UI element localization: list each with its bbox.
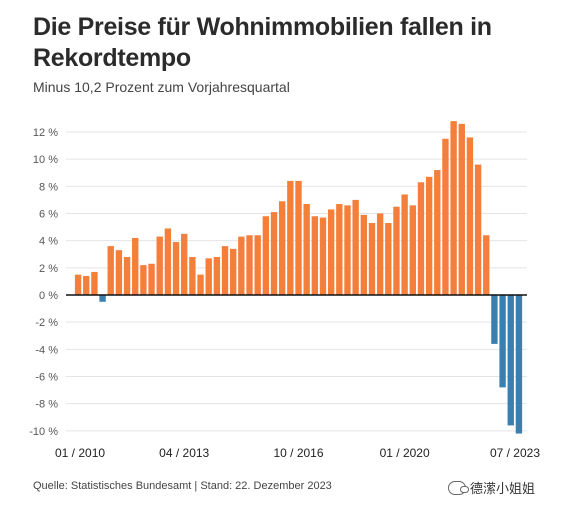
bar <box>197 274 204 296</box>
bar <box>140 265 147 295</box>
chart-title: Die Preise für Wohnimmobilien fallen in … <box>33 13 492 72</box>
bar <box>360 214 367 295</box>
bar <box>401 194 408 295</box>
bar <box>344 205 351 295</box>
bar <box>507 295 514 426</box>
bar <box>311 216 319 295</box>
bar <box>189 256 196 295</box>
bar <box>499 295 506 388</box>
bar <box>434 170 441 295</box>
bar <box>385 223 392 295</box>
bars <box>66 121 527 434</box>
bar <box>278 201 286 295</box>
bar <box>458 123 465 295</box>
y-tick-label: 8 % <box>39 181 58 193</box>
bar <box>287 180 294 295</box>
bar <box>483 235 490 295</box>
bar <box>270 212 278 295</box>
bar <box>425 176 433 295</box>
watermark-text: 德潆小姐姐 <box>470 481 536 496</box>
bar <box>123 256 131 295</box>
bar <box>181 233 188 296</box>
bar <box>83 275 90 295</box>
wechat-icon <box>448 480 469 495</box>
source-note: Quelle: Statistisches Bundesamt | Stand:… <box>33 480 332 492</box>
bar <box>238 236 245 295</box>
bar <box>107 246 114 295</box>
bar <box>164 228 172 295</box>
bar <box>91 271 98 295</box>
bar <box>336 203 343 295</box>
bar <box>205 258 212 295</box>
bar <box>132 237 139 295</box>
bar <box>515 295 523 434</box>
y-tick-label: -4 % <box>35 344 58 356</box>
bar <box>246 235 253 295</box>
y-tick-label: 10 % <box>33 154 58 166</box>
bar <box>303 203 310 295</box>
x-tick-label: 10 / 2016 <box>273 446 323 460</box>
bar <box>368 223 376 295</box>
bar <box>230 248 237 295</box>
bar <box>327 209 335 296</box>
x-tick-label: 04 / 2013 <box>159 446 209 460</box>
x-tick-label: 01 / 2010 <box>55 446 105 460</box>
bar <box>262 216 270 295</box>
y-tick-label: -10 % <box>29 426 58 438</box>
bar <box>409 205 416 295</box>
bar <box>474 164 482 295</box>
x-tick-label: 01 / 2020 <box>380 446 430 460</box>
bar <box>156 236 163 295</box>
chart-subtitle: Minus 10,2 Prozent zum Vorjahresquartal <box>33 79 290 95</box>
bar <box>352 199 359 295</box>
bar <box>466 137 474 295</box>
y-tick-label: 12 % <box>33 127 58 139</box>
x-axis-labels: 01 / 2010 04 / 2013 10 / 2016 01 / 2020 07 /… <box>55 446 540 460</box>
y-tick-label: -6 % <box>35 372 58 384</box>
y-tick-label: -8 % <box>35 399 58 411</box>
bar <box>254 235 261 295</box>
bar <box>442 138 449 295</box>
y-tick-label: 4 % <box>39 236 58 248</box>
bar <box>295 180 302 295</box>
bar <box>393 206 400 295</box>
bar <box>319 217 327 295</box>
y-tick-label: 0 % <box>39 290 58 302</box>
bar <box>213 256 221 295</box>
y-tick-label: 2 % <box>39 263 58 275</box>
bar <box>148 263 155 295</box>
bar <box>74 274 82 296</box>
bar <box>115 250 123 296</box>
bar <box>450 121 457 295</box>
y-tick-label: 6 % <box>39 209 58 221</box>
bar <box>491 295 498 344</box>
bar <box>417 182 425 295</box>
y-axis-labels: 12 % 10 % 8 % 6 % 4 % 2 % 0 % -2 % -4 % -6 % -8 % -… <box>29 127 58 438</box>
bar <box>172 242 180 296</box>
bar <box>376 213 384 295</box>
x-tick-label: 07 / 2023 <box>490 446 540 460</box>
y-tick-label: -2 % <box>35 317 58 329</box>
bar <box>221 246 229 295</box>
watermark: 德潆小姐姐 <box>448 478 535 497</box>
bar <box>99 295 106 302</box>
